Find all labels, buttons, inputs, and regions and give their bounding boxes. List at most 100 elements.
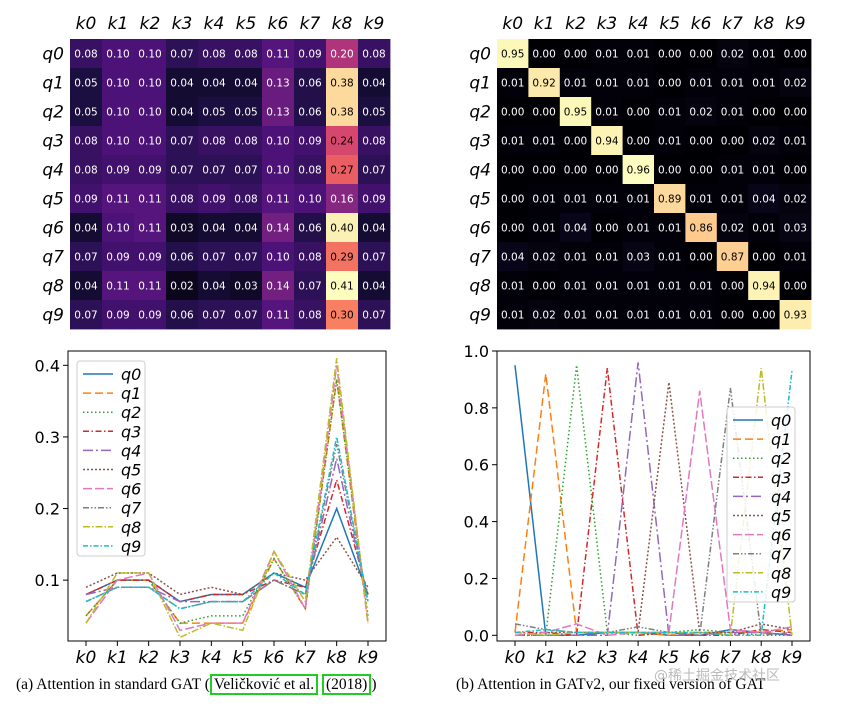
heatmapa-value-r7-c6: 0.10 — [266, 252, 289, 264]
heatmapb-cell-r7-c1 — [528, 242, 561, 272]
heatmapa-xtick-k6: k6 — [268, 14, 289, 34]
heatmapb-value-r9-c1: 0.02 — [532, 310, 555, 322]
heatmapa-cell-r8-c8 — [326, 271, 359, 301]
heatmapb-value-r1-c3: 0.01 — [595, 78, 618, 90]
heatmapa-cell-r7-c7 — [294, 242, 327, 272]
heatmapb-cell-r0-c3 — [591, 39, 623, 69]
heatmapb-value-r0-c0: 0.95 — [501, 49, 524, 61]
heatmapb-cell-r6-c4 — [622, 213, 655, 243]
heatmapa-cell-r8-c4 — [198, 271, 231, 301]
heatmapb-value-r1-c5: 0.00 — [658, 78, 681, 90]
heatmapa-value-r9-c8: 0.30 — [330, 310, 353, 322]
heatmapb-value-r0-c2: 0.00 — [564, 49, 587, 61]
heatmapa-cell-r5-c4 — [198, 184, 231, 214]
heatmapb-value-r8-c8: 0.94 — [752, 281, 776, 293]
heatmapa-value-r7-c2: 0.09 — [138, 252, 161, 264]
heatmapa-cell-r3-c1 — [102, 126, 135, 156]
heatmapa-cell-r7-c9 — [358, 242, 391, 272]
heatmapa-cell-r9-c1 — [102, 300, 135, 330]
heatmapb-value-r6-c5: 0.01 — [658, 223, 681, 235]
heatmapa-cell-r1-c0 — [70, 68, 103, 98]
heatmapa-cell-r4-c8 — [326, 155, 359, 185]
heatmapb-value-r8-c0: 0.01 — [501, 281, 524, 293]
citation-link-year[interactable]: (2018) — [322, 674, 372, 695]
heatmapb-value-r8-c7: 0.00 — [721, 281, 744, 293]
lineplota-legend-label-q3: q3 — [121, 422, 141, 441]
heatmapb-cell-r2-c8 — [748, 97, 780, 127]
heatmapa-cell-r6-c7 — [294, 213, 327, 243]
heatmapb-value-r9-c9: 0.93 — [784, 310, 807, 322]
lineplota-legend-label-q4: q4 — [121, 441, 141, 460]
heatmapb-cell-r1-c1 — [528, 68, 561, 98]
heatmapa-ytick-q4: q4 — [42, 161, 64, 181]
heatmapa-value-r9-c5: 0.07 — [234, 310, 257, 322]
heatmapa-cell-r0-c8 — [326, 39, 359, 69]
heatmapb-value-r9-c7: 0.00 — [721, 310, 744, 322]
heatmapb-value-r9-c8: 0.00 — [752, 310, 775, 322]
heatmapb-value-r3-c4: 0.00 — [627, 136, 650, 148]
heatmapb-cell-r2-c9 — [779, 97, 812, 127]
heatmapb-cell-r4-c7 — [716, 155, 749, 185]
heatmapb-cell-r4-c5 — [654, 155, 686, 185]
heatmapa-cell-r9-c6 — [262, 300, 295, 330]
lineplota-legend-label-q1: q1 — [121, 384, 141, 403]
heatmapb-value-r5-c8: 0.04 — [752, 194, 776, 206]
heatmapa-xtick-k4: k4 — [204, 14, 225, 34]
heatmapb-cell-r4-c3 — [591, 155, 623, 185]
heatmapb-cell-r1-c6 — [685, 68, 718, 98]
heatmapb-cell-r7-c3 — [591, 242, 623, 272]
citation-link-authors[interactable]: Veličković et al. — [209, 674, 319, 695]
heatmapa-cell-r8-c0 — [70, 271, 103, 301]
heatmapa-cell-r8-c1 — [102, 271, 135, 301]
heatmapb-value-r5-c4: 0.01 — [627, 194, 650, 206]
heatmapb-value-r2-c8: 0.00 — [752, 107, 775, 119]
lineplota-xtick-label: k2 — [138, 648, 159, 668]
heatmapb-cell-r9-c0 — [497, 300, 529, 330]
heatmapa-cell-r4-c9 — [358, 155, 391, 185]
heatmapb-value-r2-c0: 0.00 — [501, 107, 524, 119]
heatmapb-xtick-k0: k0 — [502, 14, 523, 34]
heatmapa-value-r8-c8: 0.41 — [330, 281, 353, 293]
heatmapa-cell-r9-c0 — [70, 300, 103, 330]
heatmapa-value-r4-c5: 0.07 — [234, 165, 257, 177]
heatmapb-value-r0-c3: 0.01 — [595, 49, 618, 61]
heatmapb-value-r3-c9: 0.01 — [784, 136, 807, 148]
lineplotb-xtick-label: k6 — [689, 648, 710, 668]
lineplota-xtick-label: k3 — [170, 648, 191, 668]
heatmapa-cell-r3-c7 — [294, 126, 327, 156]
heatmapa-xtick-k8: k8 — [332, 14, 353, 34]
heatmapa-value-r2-c7: 0.06 — [298, 107, 322, 119]
heatmapa-cell-r2-c4 — [198, 97, 231, 127]
heatmapb-cell-r6-c6 — [685, 213, 718, 243]
heatmapb-ytick-q8: q8 — [469, 277, 491, 297]
heatmapb-cell-r8-c0 — [497, 271, 529, 301]
heatmapa-cell-r9-c7 — [294, 300, 327, 330]
heatmapb-value-r3-c5: 0.01 — [658, 136, 681, 148]
heatmapa-cell-r8-c5 — [230, 271, 263, 301]
heatmapb-value-r6-c8: 0.01 — [752, 223, 775, 235]
heatmapa-cell-r2-c3 — [166, 97, 199, 127]
heatmapb-ytick-q5: q5 — [469, 190, 491, 210]
heatmapb-cell-r4-c0 — [497, 155, 529, 185]
heatmapa-value-r7-c3: 0.06 — [170, 252, 194, 264]
heatmapa-value-r9-c9: 0.07 — [362, 310, 385, 322]
heatmapa-cell-r6-c5 — [230, 213, 263, 243]
lineplotb-legend-label-q4: q4 — [771, 487, 791, 506]
heatmapb-xtick-k9: k9 — [785, 14, 806, 34]
lineplotb-series-q4 — [515, 362, 793, 637]
heatmapb-cell-r4-c4 — [622, 155, 655, 185]
heatmapa-xtick-k1: k1 — [108, 14, 129, 34]
heatmapb-cell-r5-c7 — [716, 184, 749, 214]
heatmapa-cell-r4-c1 — [102, 155, 135, 185]
heatmapb-cell-r2-c7 — [716, 97, 749, 127]
heatmapb-cell-r5-c2 — [559, 184, 592, 214]
heatmapb-cell-r7-c2 — [559, 242, 592, 272]
heatmapb-value-r7-c5: 0.01 — [658, 252, 681, 264]
lineplota-ytick-label: 0.4 — [35, 356, 60, 375]
heatmapb-cell-r8-c5 — [654, 271, 686, 301]
heatmapb-value-r4-c9: 0.00 — [784, 165, 807, 177]
heatmapa-cell-r9-c4 — [198, 300, 231, 330]
heatmapa-xtick-k2: k2 — [140, 14, 161, 34]
lineplotb-ytick-label: 0.0 — [464, 626, 489, 645]
heatmapa-cell-r5-c2 — [134, 184, 167, 214]
